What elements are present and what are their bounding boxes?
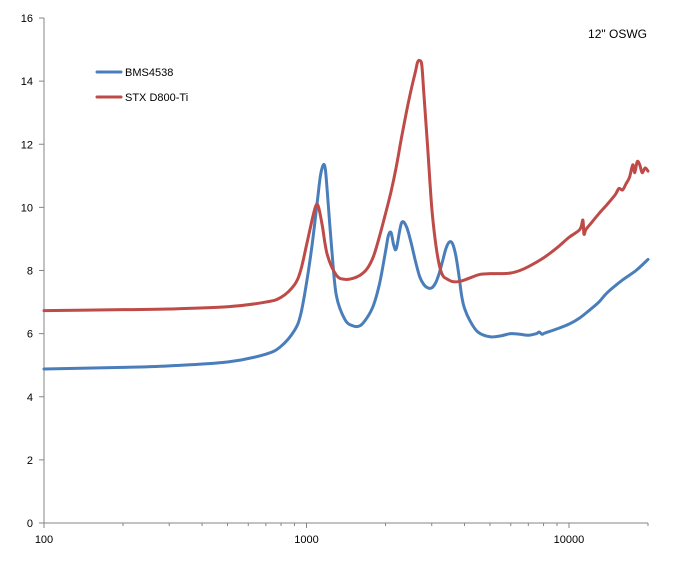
y-tick-label: 16 <box>21 13 33 25</box>
x-axis-ticks: 100 1000 10000 <box>35 523 649 546</box>
series-line-bms4538 <box>42 162 650 371</box>
chart-title: 12" OSWG <box>588 27 647 41</box>
series-line-stx-d800-ti <box>42 58 650 313</box>
x-tick-label: 10000 <box>554 534 585 546</box>
y-tick-label: 8 <box>27 266 33 278</box>
series-lines <box>42 58 650 371</box>
x-tick-label: 100 <box>35 534 53 546</box>
y-tick-label: 4 <box>27 392 33 404</box>
x-tick-label: 1000 <box>294 534 318 546</box>
y-tick-label: 12 <box>21 139 33 151</box>
y-tick-label: 0 <box>27 518 33 530</box>
y-tick-label: 14 <box>21 76 33 88</box>
y-tick-label: 6 <box>27 329 33 341</box>
y-tick-label: 10 <box>21 202 33 214</box>
y-tick-label: 2 <box>27 455 33 467</box>
y-axis-ticks: 0 2 4 6 8 10 12 14 16 <box>21 13 44 530</box>
legend-label: STX D800-Ti <box>125 92 188 104</box>
legend-label: BMS4538 <box>125 67 173 79</box>
legend: BMS4538 STX D800-Ti <box>95 67 188 104</box>
